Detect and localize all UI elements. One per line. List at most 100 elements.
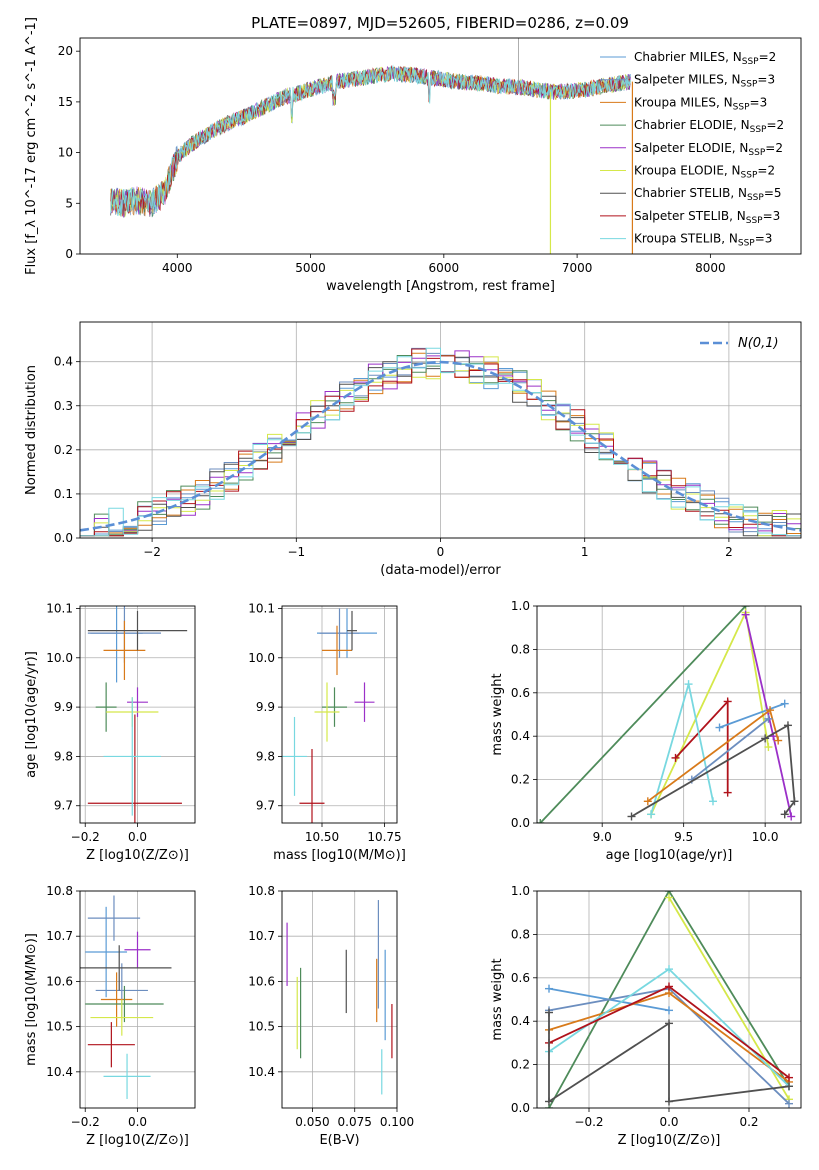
- age-vs-mass-panel: 10.50 10.75 9.7 9.8 9.9 10.0 10.1 mass [log10(M…: [248, 601, 406, 863]
- y-tick-label: 10.0: [46, 651, 73, 665]
- legend-nssp: =2: [757, 164, 775, 178]
- axes-frame: [281, 605, 398, 824]
- y-tick-label: 10.5: [248, 1020, 275, 1034]
- spectrum-panel: 4000 5000 6000 7000 8000 0 5 10 15 20 wavelength […: [24, 17, 802, 294]
- mass-weight-vs-age-lines: [537, 606, 799, 823]
- y-axis-label: age [log10(age/yr)]: [24, 651, 39, 778]
- axes-frame: [536, 890, 802, 1109]
- y-tick-label: 0.2: [511, 773, 530, 787]
- legend-entry: Salpeter ELODIE, NSSP=2: [634, 141, 783, 158]
- y-tick-label: 10.6: [46, 974, 73, 988]
- age-vs-mass-points: [282, 608, 377, 823]
- x-axis-label: (data-model)/error: [380, 563, 501, 578]
- y-tick-label: 10.7: [46, 929, 73, 943]
- figure-title: PLATE=0897, MJD=52605, FIBERID=0286, z=0…: [251, 14, 629, 32]
- mass-vs-Z-panel: −0.2 0.0 10.4 10.5 10.6 10.7 10.8 Z [log10(Z/Z⊙…: [24, 884, 196, 1148]
- y-tick-label: 10.5: [46, 1020, 73, 1034]
- y-tick-label: 0.6: [511, 971, 530, 985]
- axes-frame: [536, 605, 802, 824]
- mass-weight-line-chabrier-elodie: [539, 606, 747, 823]
- x-axis-label: E(B-V): [319, 1133, 359, 1148]
- y-tick-label: 0.0: [54, 531, 73, 545]
- y-tick-label: 10.1: [248, 601, 275, 615]
- legend-subscript: SSP: [741, 171, 758, 181]
- histogram-panel: −2 −1 0 1 2 0.0 0.1 0.2 0.3 0.4 (data-model)/error…: [24, 321, 802, 578]
- legend-nssp: =3: [757, 73, 775, 87]
- y-tick-label: 9.9: [54, 700, 73, 714]
- axes-frame: [79, 605, 196, 824]
- legend-subscript: SSP: [750, 125, 767, 135]
- legend-entry: Salpeter STELIB, NSSP=3: [634, 209, 780, 226]
- y-axis-label: mass [log10(M/M⊙)]: [24, 933, 39, 1066]
- y-tick-label: 0.2: [54, 443, 73, 457]
- x-tick-label: 1: [581, 545, 589, 559]
- axes-frame: [79, 890, 196, 1109]
- mass-weight-line-salpeter-miles: [691, 718, 769, 781]
- x-tick-label: 0.050: [295, 1115, 329, 1129]
- x-tick-label: 7000: [562, 261, 593, 275]
- age-vs-Z-points: [87, 606, 188, 823]
- y-tick-label: 15: [58, 95, 73, 109]
- x-tick-label: 2: [725, 545, 733, 559]
- y-tick-label: 9.8: [256, 749, 275, 763]
- x-tick-label: −2: [143, 545, 161, 559]
- legend-subscript: SSP: [747, 193, 764, 203]
- y-tick-label: 0.8: [511, 927, 530, 941]
- y-tick-label: 10.4: [46, 1065, 73, 1079]
- mass-weight-line-chabrier-miles: [719, 702, 786, 729]
- legend-entry: Kroupa STELIB, NSSP=3: [634, 232, 772, 249]
- legend-nssp: =3: [755, 232, 773, 246]
- y-tick-label: 5: [65, 196, 73, 210]
- legend-entry: Salpeter MILES, NSSP=3: [634, 73, 775, 90]
- x-tick-label: 10.50: [305, 830, 339, 844]
- mass-weight-vs-Z-lines: [545, 891, 793, 1108]
- y-tick-label: 10.8: [46, 884, 73, 898]
- y-tick-label: 0.4: [511, 729, 530, 743]
- legend-subscript: SSP: [746, 216, 763, 226]
- x-axis-label: Z [log10(Z/Z⊙)]: [86, 848, 189, 863]
- y-tick-label: 0.0: [511, 816, 530, 830]
- mass-weight-line-chabrier-elodie: [548, 891, 790, 1108]
- x-tick-label: 4000: [162, 261, 193, 275]
- legend-entry: N(0,1): [738, 336, 779, 351]
- y-axis-label: mass weight: [490, 958, 505, 1040]
- legend-entry: Chabrier STELIB, NSSP=5: [634, 186, 782, 203]
- legend-entry: Chabrier ELODIE, NSSP=2: [634, 118, 784, 135]
- x-tick-label: 10.75: [367, 830, 401, 844]
- x-tick-label: 0.100: [380, 1115, 414, 1129]
- legend-nssp: =2: [766, 118, 784, 132]
- y-tick-label: 10.7: [248, 929, 275, 943]
- x-tick-label: 0.0: [128, 1115, 147, 1129]
- y-axis-label: Flux [f_λ 10^-17 erg cm^-2 s^-1 A^-1]: [24, 17, 39, 275]
- age-vs-Z-panel: −0.2 0.0 9.7 9.8 9.9 10.0 10.1 Z [log10(Z/Z⊙)] a…: [24, 601, 196, 863]
- y-tick-label: 0.2: [511, 1058, 530, 1072]
- x-tick-label: 6000: [429, 261, 460, 275]
- y-tick-label: 1.0: [511, 599, 530, 613]
- x-axis-label: Z [log10(Z/Z⊙)]: [618, 1133, 721, 1148]
- x-tick-label: 0.0: [128, 830, 147, 844]
- mass-weight-vs-Z-panel: −0.2 0.0 0.2 0.0 0.2 0.4 0.6 0.8 1.0 Z [log10(Z/Z…: [490, 884, 802, 1148]
- x-tick-label: 5000: [295, 261, 326, 275]
- legend-subscript: SSP: [733, 102, 750, 112]
- y-tick-label: 10: [58, 146, 73, 160]
- spectrum-line-kroupa-stelib: [110, 64, 631, 217]
- y-tick-label: 0.8: [511, 642, 530, 656]
- legend-subscript: SSP: [741, 80, 758, 90]
- mass-weight-vs-age-panel: 9.0 9.5 10.0 0.0 0.2 0.4 0.6 0.8 1.0 age [log10(a…: [490, 599, 802, 863]
- legend-nssp: =2: [765, 141, 783, 155]
- x-tick-label: 0.2: [739, 1115, 758, 1129]
- x-tick-label: −0.2: [71, 1115, 100, 1129]
- legend-subscript: SSP: [738, 239, 755, 249]
- x-axis-label: age [log10(age/yr)]: [606, 848, 733, 863]
- legend-entry: Chabrier MILES, NSSP=2: [634, 50, 776, 67]
- x-axis-label: Z [log10(Z/Z⊙)]: [86, 1133, 189, 1148]
- y-tick-label: 9.7: [256, 799, 275, 813]
- x-tick-label: −1: [287, 545, 305, 559]
- x-tick-label: 0.0: [659, 1115, 678, 1129]
- legend-subscript: SSP: [748, 148, 765, 158]
- spectrum-legend: Chabrier MILES, NSSP=2 Salpeter MILES, NS…: [600, 50, 784, 249]
- y-tick-label: 20: [58, 44, 73, 58]
- legend-subscript: SSP: [742, 57, 759, 67]
- y-axis-label: mass weight: [490, 673, 505, 755]
